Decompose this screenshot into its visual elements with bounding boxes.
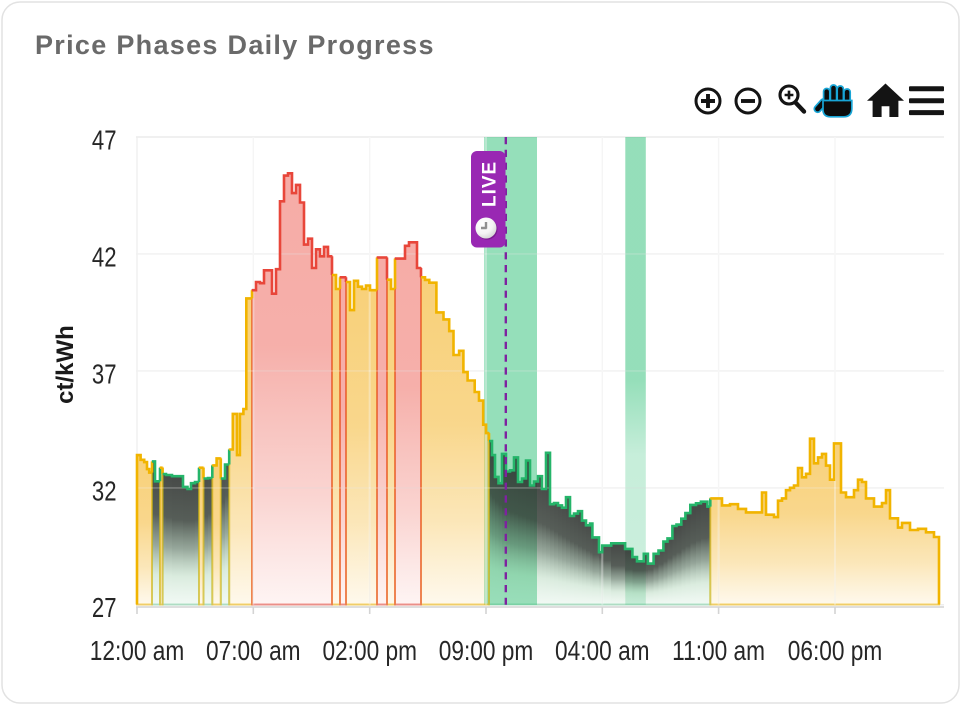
svg-text:37: 37: [92, 359, 117, 390]
svg-text:02:00 pm: 02:00 pm: [322, 636, 417, 667]
svg-text:04:00 am: 04:00 am: [555, 636, 650, 667]
svg-text:09:00 pm: 09:00 pm: [439, 636, 534, 667]
svg-text:06:00 pm: 06:00 pm: [788, 636, 883, 667]
svg-text:LIVE: LIVE: [480, 161, 501, 207]
svg-text:47: 47: [92, 125, 117, 156]
svg-text:32: 32: [92, 476, 117, 507]
svg-text:12:00 am: 12:00 am: [90, 636, 185, 667]
svg-text:11:00 am: 11:00 am: [672, 636, 765, 667]
svg-text:42: 42: [92, 242, 117, 273]
svg-text:ct/kWh: ct/kWh: [52, 325, 79, 404]
svg-text:07:00 am: 07:00 am: [206, 636, 301, 667]
svg-text:Price Phases Daily Progress: Price Phases Daily Progress: [35, 30, 435, 60]
svg-text:27: 27: [92, 593, 117, 624]
